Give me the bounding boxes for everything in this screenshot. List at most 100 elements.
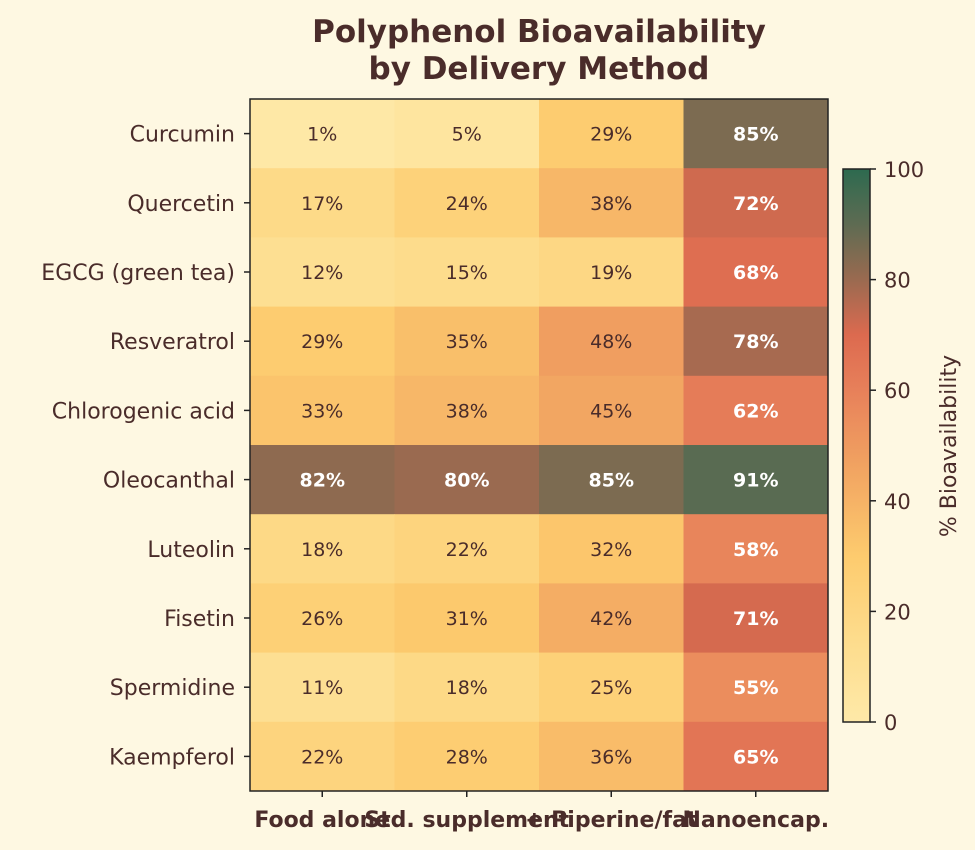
cell-label: 45%: [590, 400, 632, 422]
cell-label: 19%: [590, 262, 632, 284]
cell-label: 58%: [733, 539, 778, 561]
heatmap-cell: [250, 99, 395, 169]
cell-label: 71%: [733, 608, 778, 630]
heatmap-cell: [394, 652, 540, 723]
colorbar-tick-label: 40: [884, 490, 911, 514]
heatmap-cell: [683, 583, 829, 654]
plot-frame: [249, 98, 829, 792]
heatmap-cell: [683, 445, 829, 515]
heatmap-cell: [394, 721, 540, 792]
heatmap-cell: [250, 514, 395, 584]
heatmap-cell: [539, 168, 684, 238]
cell-label: 33%: [301, 400, 343, 422]
heatmap-cell: [394, 583, 540, 654]
y-tick-label: Curcumin: [130, 123, 235, 148]
x-tick-label: Food alone: [254, 808, 390, 833]
y-tick-label: EGCG (green tea): [41, 261, 235, 286]
y-tick-label: Fisetin: [164, 607, 235, 632]
cell-label: 78%: [733, 331, 778, 353]
cell-label: 24%: [446, 193, 488, 215]
x-tick-label: + Piperine/fat: [525, 808, 698, 833]
cell-label: 72%: [733, 193, 778, 215]
cell-label: 85%: [589, 470, 634, 492]
cell-label: 26%: [301, 608, 343, 630]
heatmap-cell: [250, 237, 395, 308]
colorbar-tick-label: 0: [884, 711, 897, 735]
x-tick-label: Std. supplement: [364, 808, 569, 833]
heatmap-cell: [250, 375, 395, 446]
heatmap-cell: [394, 375, 540, 446]
heatmap-cell: [250, 583, 395, 654]
colorbar-tick-label: 100: [884, 158, 924, 182]
cell-label: 31%: [446, 608, 488, 630]
heatmap-cell: [683, 237, 829, 308]
cell-label: 11%: [301, 677, 343, 699]
cell-label: 36%: [590, 746, 632, 768]
heatmap-cell: [394, 445, 540, 515]
cell-label: 1%: [307, 124, 337, 146]
heatmap-cell: [683, 375, 829, 446]
cell-label: 65%: [733, 746, 778, 768]
colorbar: [842, 168, 871, 723]
y-tick-label: Chlorogenic acid: [52, 399, 235, 424]
heatmap-cell: [394, 168, 540, 238]
cell-label: 28%: [446, 746, 488, 768]
heatmap-cell: [250, 445, 395, 515]
heatmap-cell: [394, 514, 540, 584]
heatmap-cell: [250, 721, 395, 792]
cell-label: 62%: [733, 400, 778, 422]
cell-label: 42%: [590, 608, 632, 630]
heatmap-cell: [539, 375, 684, 446]
heatmap-cell: [394, 306, 540, 377]
heatmap-cell: [250, 168, 395, 238]
cell-label: 80%: [444, 470, 489, 492]
y-tick-label: Luteolin: [147, 538, 235, 563]
heatmap-cell: [539, 514, 684, 584]
heatmap-cell: [539, 99, 684, 169]
y-tick-label: Resveratrol: [110, 330, 235, 355]
cell-label: 15%: [446, 262, 488, 284]
cell-label: 55%: [733, 677, 778, 699]
cell-label: 91%: [733, 470, 778, 492]
cell-label: 85%: [733, 124, 778, 146]
y-tick-label: Oleocanthal: [103, 469, 235, 494]
heatmap-cell: [683, 168, 829, 238]
heatmap-cell: [539, 583, 684, 654]
heatmap-cell: [250, 652, 395, 723]
cell-label: 22%: [446, 539, 488, 561]
heatmap-cell: [539, 652, 684, 723]
cell-label: 25%: [590, 677, 632, 699]
heatmap-cell: [683, 514, 829, 584]
heatmap-cell: [250, 306, 395, 377]
y-tick-label: Quercetin: [127, 192, 235, 217]
cell-label: 5%: [452, 124, 482, 146]
cell-label: 17%: [301, 193, 343, 215]
cell-label: 29%: [590, 124, 632, 146]
cell-label: 38%: [590, 193, 632, 215]
colorbar-tick-label: 60: [884, 379, 911, 403]
cell-label: 18%: [446, 677, 488, 699]
colorbar-tick-label: 80: [884, 269, 911, 293]
cell-label: 32%: [590, 539, 632, 561]
chart-title: by Delivery Method: [369, 51, 710, 87]
cell-label: 38%: [446, 400, 488, 422]
colorbar-label: % Bioavailability: [937, 355, 962, 537]
y-tick-label: Kaempferol: [109, 745, 235, 770]
cell-label: 48%: [590, 331, 632, 353]
y-tick-label: Spermidine: [110, 676, 235, 701]
cell-label: 35%: [446, 331, 488, 353]
cell-label: 22%: [301, 746, 343, 768]
cell-label: 82%: [300, 470, 345, 492]
heatmap-cell: [539, 237, 684, 308]
chart-title: Polyphenol Bioavailability: [312, 14, 766, 50]
cell-label: 18%: [301, 539, 343, 561]
heatmap-cell: [539, 445, 684, 515]
cell-label: 68%: [733, 262, 778, 284]
cell-label: 12%: [301, 262, 343, 284]
cell-label: 29%: [301, 331, 343, 353]
heatmap-cell: [683, 652, 829, 723]
heatmap-cell: [683, 306, 829, 377]
heatmap-cell: [394, 237, 540, 308]
